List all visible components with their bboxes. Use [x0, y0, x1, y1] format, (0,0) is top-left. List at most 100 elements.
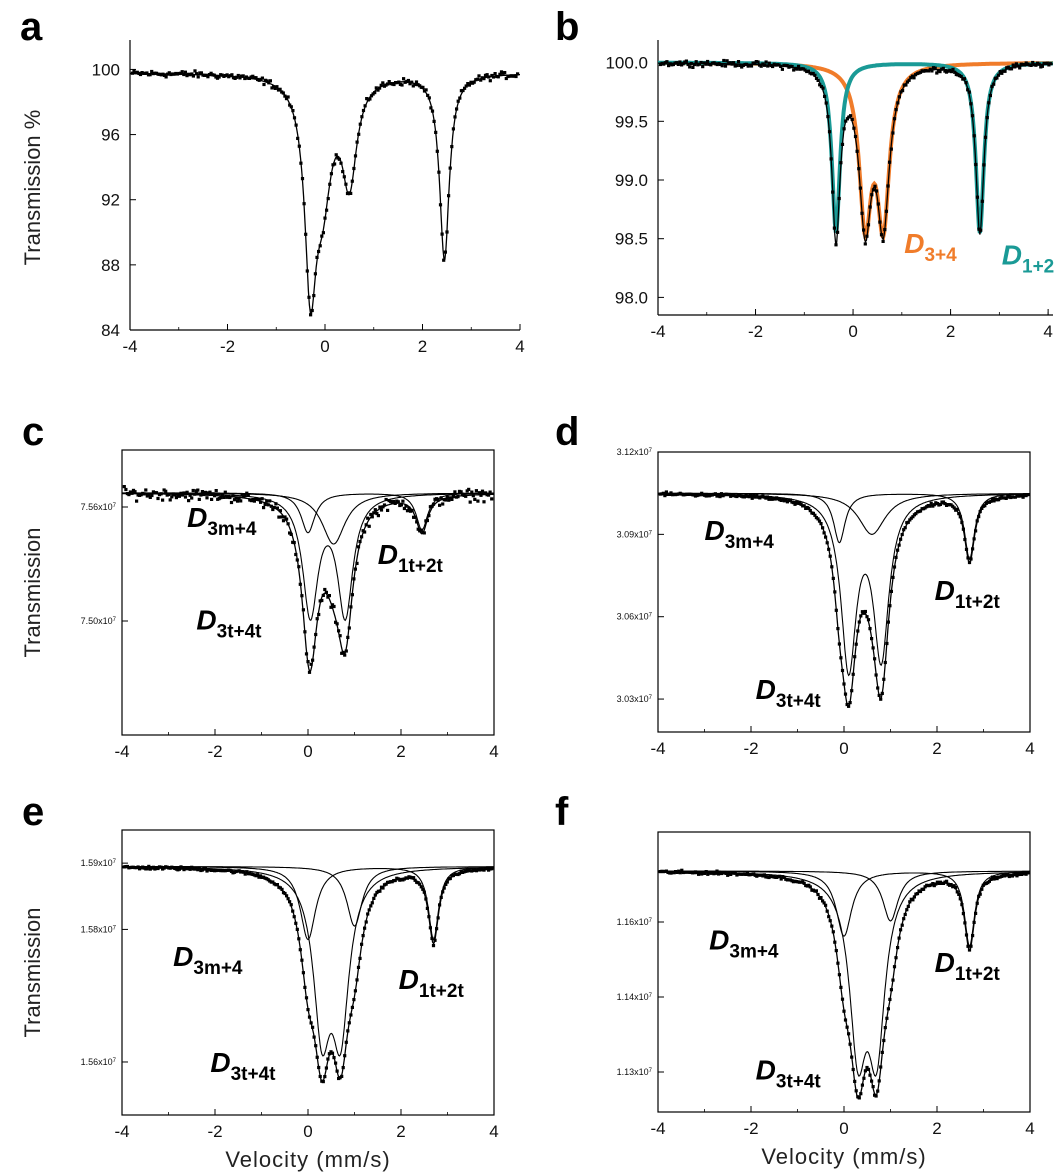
- data-point: [745, 62, 749, 66]
- data-point: [144, 488, 148, 492]
- data-point: [897, 95, 901, 99]
- data-point: [339, 161, 343, 165]
- data-point: [955, 507, 959, 511]
- data-point: [934, 882, 938, 886]
- data-point: [432, 119, 436, 123]
- annotation-symbol: D: [187, 502, 207, 533]
- data-point: [871, 188, 875, 192]
- data-point: [424, 897, 428, 901]
- data-point: [725, 59, 729, 63]
- data-point: [719, 492, 724, 496]
- data-point: [223, 869, 227, 873]
- data-point: [254, 76, 258, 80]
- data-point: [419, 885, 423, 889]
- data-point: [802, 504, 806, 508]
- data-point: [929, 883, 933, 887]
- data-point: [686, 62, 690, 67]
- y-tick-label: 1.13x107: [617, 1067, 653, 1077]
- data-point: [906, 904, 910, 908]
- data-point: [824, 903, 828, 907]
- data-point: [863, 242, 867, 246]
- data-point: [782, 875, 786, 880]
- data-point: [793, 502, 797, 506]
- data-point: [477, 491, 481, 495]
- data-point: [445, 496, 449, 500]
- data-point: [401, 499, 405, 503]
- y-tick-label: 99.0: [615, 171, 648, 190]
- data-point: [453, 490, 457, 494]
- data-point: [268, 79, 272, 83]
- data-point: [963, 921, 967, 925]
- y-axis-label: Transmission %: [20, 110, 45, 266]
- data-point: [957, 74, 962, 78]
- x-tick-label: -2: [743, 739, 758, 758]
- data-point: [851, 672, 855, 676]
- data-point: [242, 870, 246, 874]
- data-point: [844, 119, 848, 123]
- data-point: [750, 496, 754, 500]
- data-point: [762, 63, 767, 67]
- data-point: [990, 497, 995, 501]
- data-point: [324, 1066, 328, 1070]
- data-point: [467, 487, 471, 491]
- data-point: [894, 108, 898, 112]
- data-point: [1021, 63, 1025, 67]
- data-point: [905, 908, 909, 912]
- data-point: [662, 62, 666, 66]
- annotation-symbol: D: [756, 674, 776, 705]
- data-point: [766, 64, 770, 68]
- data-point: [845, 702, 849, 707]
- data-point: [821, 899, 825, 903]
- data-point: [296, 136, 300, 140]
- data-point: [983, 504, 987, 508]
- annotation-subscript: 3t+4t: [231, 1064, 277, 1085]
- data-point: [482, 77, 486, 81]
- data-point: [873, 184, 877, 188]
- data-point: [849, 114, 853, 118]
- data-point: [989, 499, 993, 503]
- data-point: [122, 485, 126, 489]
- data-point: [693, 62, 697, 67]
- data-point: [368, 97, 372, 101]
- data-point: [402, 506, 406, 511]
- data-point: [966, 556, 970, 560]
- panel-f: f -4 -2 0 2 4 1.16x107 1.14x107 1.13x107 Velocity…: [555, 790, 1035, 1169]
- data-point: [724, 871, 728, 875]
- data-point: [879, 1065, 883, 1069]
- data-point: [464, 494, 468, 498]
- plot-area: [658, 58, 1053, 247]
- data-point: [260, 76, 264, 80]
- data-point: [344, 182, 348, 186]
- data-point: [238, 76, 242, 80]
- data-point: [283, 891, 287, 896]
- data-point: [167, 492, 171, 497]
- data-point: [164, 489, 168, 493]
- data-point: [814, 889, 818, 893]
- data-point: [187, 499, 191, 503]
- data-point: [248, 872, 252, 876]
- annotation-label: D1t+2t: [935, 575, 1001, 613]
- data-point: [977, 227, 981, 231]
- data-point: [975, 195, 979, 199]
- data-point: [286, 95, 290, 99]
- data-point: [866, 618, 871, 622]
- data-point: [899, 537, 903, 541]
- data-point: [361, 108, 366, 113]
- data-point: [979, 228, 983, 232]
- panel-label: f: [555, 790, 569, 834]
- data-point: [972, 537, 976, 541]
- x-tick-label: -4: [114, 742, 129, 761]
- data-point: [964, 933, 969, 937]
- data-point: [358, 956, 362, 960]
- data-point: [488, 79, 492, 83]
- annotation-label: D3m+4: [705, 515, 775, 553]
- data-point: [353, 154, 358, 158]
- data-point: [958, 515, 962, 519]
- data-point: [699, 60, 703, 65]
- data-point: [344, 649, 348, 653]
- data-point: [955, 890, 959, 894]
- data-point: [837, 196, 841, 201]
- data-points: [130, 69, 520, 317]
- data-point: [723, 64, 728, 68]
- data-point: [159, 73, 163, 77]
